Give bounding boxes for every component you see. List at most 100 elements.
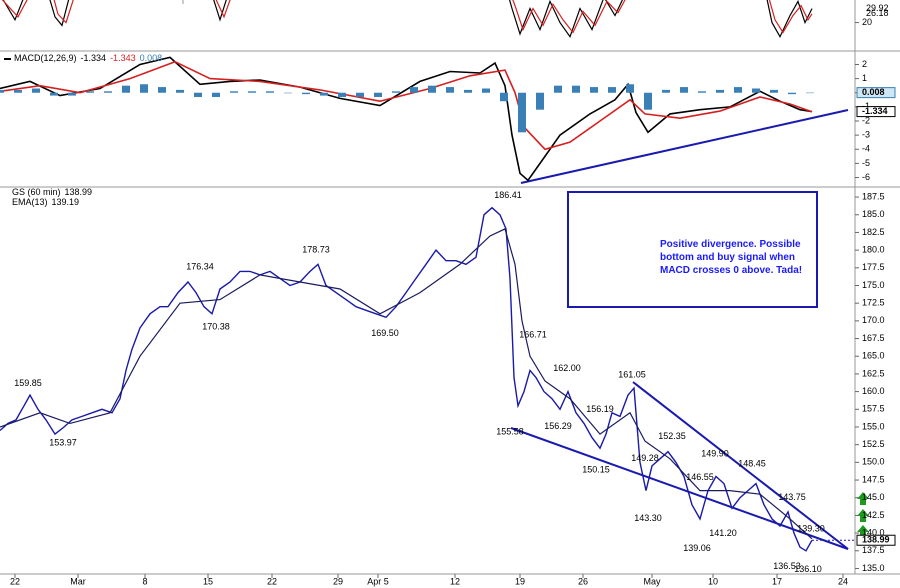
price-label: 186.41 [494, 190, 522, 200]
histogram-bar [140, 84, 148, 93]
x-tick-label: 17 [772, 576, 782, 586]
price-label: 162.00 [553, 363, 581, 373]
y-tick-label: -3 [862, 130, 870, 140]
value-box [856, 106, 896, 118]
price-label: 176.34 [186, 261, 214, 271]
legend-name: GS (60 min) [12, 187, 61, 197]
y-tick-label: 135.0 [862, 563, 885, 573]
histogram-bar [482, 88, 490, 93]
value-box-label: 0.008 [862, 87, 885, 97]
price-label: 159.85 [14, 378, 42, 388]
histogram-bar [338, 92, 346, 97]
histogram-bar [464, 89, 472, 93]
last-value-label: 26.18 [866, 8, 889, 18]
price-label: 156.19 [586, 404, 614, 414]
series-line [0, 60, 813, 151]
histogram-bar [806, 92, 814, 94]
histogram-bar [356, 92, 364, 97]
y-tick-label: 182.5 [862, 227, 885, 237]
note-box [567, 191, 818, 308]
series-line [0, 56, 813, 182]
price-label: 152.35 [658, 431, 686, 441]
legend-entry: MACD(12,26,9) [14, 53, 77, 63]
histogram-bar [302, 92, 310, 95]
y-tick-label: 170.0 [862, 315, 885, 325]
price-label: 139.30 [797, 523, 825, 533]
y-tick-label: -5 [862, 158, 870, 168]
y-tick-label: 160.0 [862, 386, 885, 396]
y-tick-label: 145.0 [862, 492, 885, 502]
x-tick-label: 8 [142, 576, 147, 586]
histogram-bar [374, 92, 382, 97]
x-tick-label: 22 [10, 576, 20, 586]
histogram-bar [608, 87, 616, 93]
histogram-bar [662, 89, 670, 93]
histogram-bar [572, 85, 580, 93]
value-box-label: 138.99 [862, 535, 890, 545]
y-tick-label: 165.0 [862, 351, 885, 361]
price-label: 143.75 [778, 492, 806, 502]
value-box-label: -1.334 [862, 106, 888, 116]
histogram-bar [644, 92, 652, 110]
histogram-bar [392, 91, 400, 93]
legend-entry: -1.343 [110, 53, 136, 63]
series-line [0, 206, 813, 552]
x-tick-label: 26 [578, 576, 588, 586]
trend-line [632, 381, 849, 550]
histogram-bar [626, 84, 634, 93]
histogram-bar [788, 92, 796, 95]
histogram-bar [518, 92, 526, 133]
price-label: 178.73 [302, 244, 330, 254]
legend-entry: 0.008 [140, 53, 163, 63]
histogram-bar [50, 92, 58, 96]
histogram-bar [716, 89, 724, 93]
histogram-bar [536, 92, 544, 110]
legend-value: 139.19 [52, 197, 80, 207]
y-tick-label: 155.0 [862, 421, 885, 431]
histogram-bar [410, 87, 418, 93]
histogram-bar [752, 88, 760, 93]
price-label: 141.20 [709, 528, 737, 538]
y-tick-label: 140.0 [862, 527, 885, 537]
price-label: 155.58 [496, 426, 524, 436]
histogram-bar [104, 91, 112, 93]
x-tick-label: Mar [70, 576, 86, 586]
x-tick-label: 19 [515, 576, 525, 586]
histogram-bar [0, 89, 4, 93]
histogram-bar [68, 92, 76, 96]
y-tick-label: 150.0 [862, 457, 885, 467]
legend-value: 138.99 [65, 187, 93, 197]
y-tick-label: 175.0 [862, 280, 885, 290]
y-tick-label: -2 [862, 115, 870, 125]
y-tick-label: 2 [862, 59, 867, 69]
histogram-bar [248, 91, 256, 93]
histogram-bar [554, 85, 562, 93]
histogram-bar [590, 87, 598, 93]
price-label: 170.38 [202, 322, 230, 332]
price-label: 149.90 [701, 448, 729, 458]
note-text: Positive divergence. Possible bottom and… [660, 239, 803, 276]
histogram-bar [266, 91, 274, 93]
y-tick-label: 147.5 [862, 474, 885, 484]
buy-arrows [857, 492, 869, 538]
y-tick-label: 20 [862, 17, 872, 27]
y-tick-label: 157.5 [862, 404, 885, 414]
price-label: 156.29 [544, 421, 572, 431]
x-tick-label: 24 [838, 576, 848, 586]
price-label: 136.53 [773, 561, 801, 571]
x-tick-label: 12 [450, 576, 460, 586]
histogram-bar [194, 92, 202, 97]
y-tick-label: 162.5 [862, 368, 885, 378]
histogram-bar [770, 89, 778, 93]
y-tick-label: 167.5 [862, 333, 885, 343]
y-tick-label: 177.5 [862, 262, 885, 272]
price-label: 149.28 [631, 453, 659, 463]
legend: EMA(13) 139.19 [12, 197, 79, 207]
x-tick-label: 15 [203, 576, 213, 586]
histogram-bar [446, 87, 454, 93]
histogram-bar [122, 85, 130, 93]
series-line [0, 228, 813, 540]
histogram-bar [320, 92, 328, 96]
